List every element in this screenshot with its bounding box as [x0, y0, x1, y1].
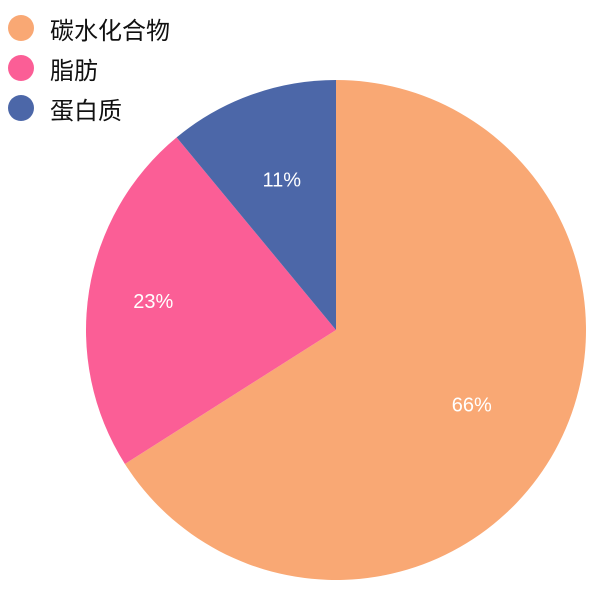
pie-slice-protein — [176, 80, 336, 330]
legend-label-carbohydrates: 碳水化合物 — [50, 16, 170, 45]
legend-item-carbohydrates: 碳水化合物 — [8, 8, 170, 48]
pie-label-fat: 23% — [133, 291, 173, 313]
pie-slice-fat — [85, 137, 336, 464]
pie-label-carbohydrates: 66% — [452, 395, 492, 417]
pie-slice-carbohydrates — [124, 80, 586, 580]
legend-swatch-fat — [8, 55, 34, 81]
legend-item-protein: 蛋白质 — [8, 88, 170, 128]
legend-swatch-protein — [8, 95, 34, 121]
chart-legend: 碳水化合物 脂肪 蛋白质 — [8, 8, 170, 128]
legend-label-protein: 蛋白质 — [50, 96, 122, 125]
pie-label-protein: 11% — [263, 170, 302, 192]
legend-label-fat: 脂肪 — [50, 56, 98, 85]
legend-item-fat: 脂肪 — [8, 48, 170, 88]
legend-swatch-carbohydrates — [8, 15, 34, 41]
